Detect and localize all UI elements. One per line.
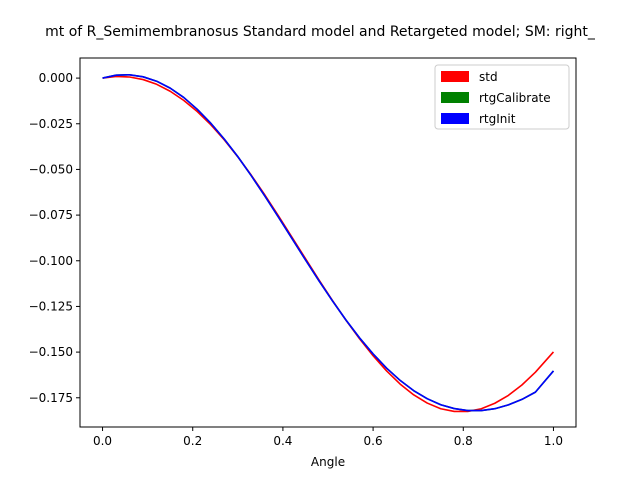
y-tick-label: −0.150	[29, 345, 73, 359]
x-tick-label: 0.6	[364, 434, 383, 448]
legend-label-rtgInit: rtgInit	[479, 112, 516, 126]
chart-title: mt of R_Semimembranosus Standard model a…	[45, 24, 596, 40]
legend: std rtgCalibrate rtgInit	[434, 64, 570, 130]
x-tick-label: 0.2	[183, 434, 202, 448]
y-tick-label: −0.025	[29, 117, 73, 131]
legend-swatch-std	[441, 71, 469, 82]
legend-swatch-rtgCalibrate	[441, 92, 469, 103]
y-axis: 0.000 −0.025 −0.050 −0.075 −0.100 −0.125 −0.15…	[29, 71, 80, 405]
plot-frame	[79, 57, 577, 428]
x-axis-label: Angle	[311, 455, 345, 469]
x-tick-label: 0.0	[93, 434, 112, 448]
legend-swatch-rtgInit	[441, 113, 469, 124]
x-axis: 0.0 0.2 0.4 0.6 0.8 1.0	[93, 427, 563, 448]
y-tick-label: −0.050	[29, 162, 73, 176]
x-tick-label: 0.8	[454, 434, 473, 448]
legend-label-std: std	[479, 70, 498, 84]
x-tick-label: 1.0	[544, 434, 563, 448]
y-tick-label: 0.000	[39, 71, 73, 85]
y-tick-label: −0.175	[29, 391, 73, 405]
y-tick-label: −0.075	[29, 208, 73, 222]
series-line-rtgInit	[102, 74, 555, 412]
x-tick-label: 0.4	[273, 434, 292, 448]
legend-label-rtgCalibrate: rtgCalibrate	[479, 91, 551, 105]
plot-series	[102, 74, 555, 413]
y-tick-label: −0.125	[29, 299, 73, 313]
y-tick-label: −0.100	[29, 254, 73, 268]
